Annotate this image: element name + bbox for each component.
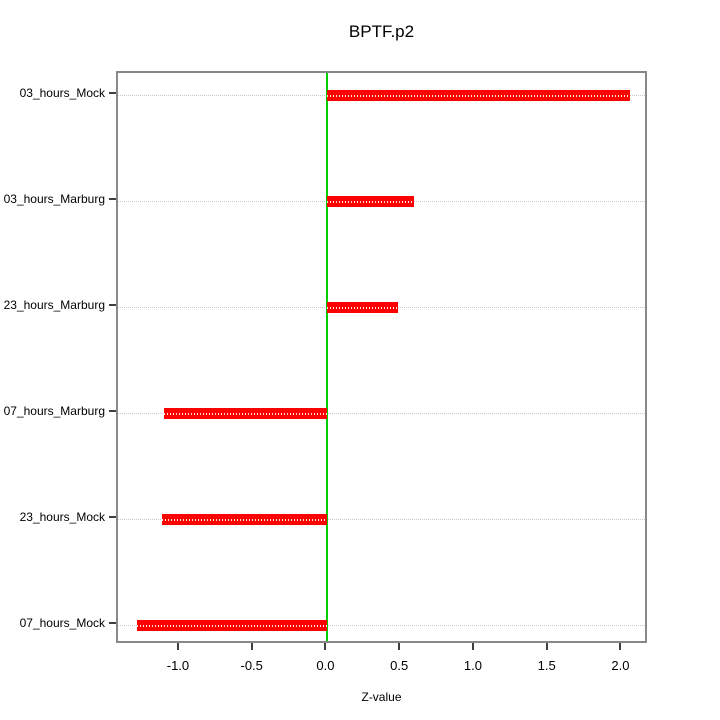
grid-line bbox=[118, 413, 645, 414]
bar bbox=[137, 620, 328, 631]
x-tick-label: 0.0 bbox=[316, 658, 335, 673]
x-tick-label: 0.5 bbox=[390, 658, 409, 673]
y-tick bbox=[109, 304, 116, 306]
y-tick-label: 03_hours_Marburg bbox=[3, 192, 105, 206]
x-tick-label: -1.0 bbox=[166, 658, 190, 673]
x-tick-label: 1.5 bbox=[537, 658, 556, 673]
bar bbox=[162, 514, 328, 525]
chart-title: BPTF.p2 bbox=[348, 22, 415, 41]
x-tick bbox=[545, 643, 548, 650]
bar bbox=[327, 90, 630, 101]
x-tick-label: -0.5 bbox=[240, 658, 263, 673]
bar bbox=[327, 196, 415, 207]
x-tick bbox=[471, 643, 474, 650]
x-tick bbox=[619, 643, 622, 650]
grid-line bbox=[118, 519, 645, 520]
y-tick bbox=[109, 622, 116, 624]
zero-reference-line bbox=[326, 73, 329, 641]
plot-area bbox=[116, 71, 647, 643]
x-tick bbox=[324, 643, 327, 650]
x-axis-label: Z-value bbox=[361, 690, 402, 704]
y-tick bbox=[109, 198, 116, 200]
y-tick-label: 07_hours_Marburg bbox=[3, 404, 105, 418]
y-tick-label: 23_hours_Mock bbox=[19, 510, 105, 524]
x-tick bbox=[250, 643, 253, 650]
x-tick bbox=[176, 643, 179, 650]
y-tick-label: 07_hours_Mock bbox=[19, 616, 105, 630]
y-tick-label: 23_hours_Marburg bbox=[3, 298, 105, 312]
x-tick-label: 1.0 bbox=[463, 658, 482, 673]
y-tick bbox=[109, 410, 116, 412]
x-tick bbox=[398, 643, 401, 650]
bar bbox=[327, 302, 399, 313]
y-tick bbox=[109, 92, 116, 94]
y-tick-label: 03_hours_Mock bbox=[19, 86, 105, 100]
x-tick-label: 2.0 bbox=[611, 658, 630, 673]
bar bbox=[163, 408, 328, 419]
grid-line bbox=[118, 625, 645, 626]
y-tick bbox=[109, 516, 116, 518]
